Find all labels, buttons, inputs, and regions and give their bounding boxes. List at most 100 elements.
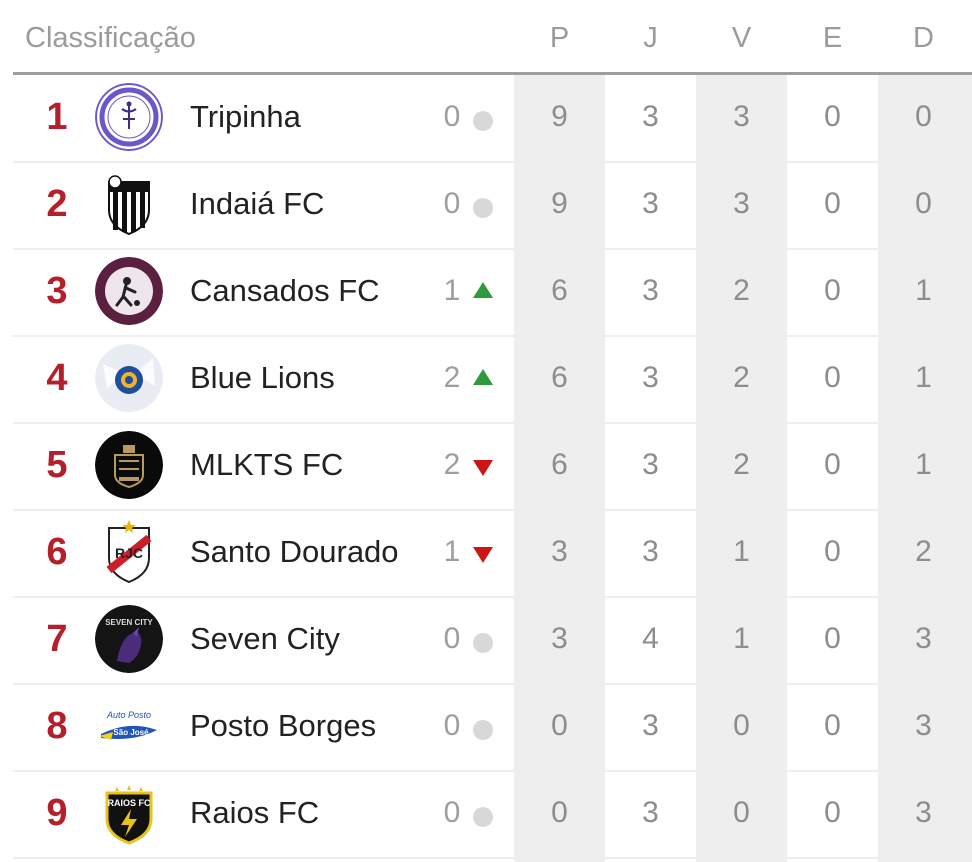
svg-text:RJC: RJC (115, 545, 143, 561)
column-shade-d (878, 74, 972, 862)
position-change-value: 0 (443, 622, 461, 655)
team-name[interactable]: Seven City (190, 621, 340, 656)
stat-v: 1 (733, 535, 750, 568)
team-name[interactable]: Cansados FC (190, 273, 380, 308)
arrow-down-icon (473, 460, 493, 476)
stat-j: 3 (642, 361, 659, 394)
stat-v: 3 (733, 100, 750, 133)
position-number: 2 (46, 183, 68, 225)
stat-d: 1 (915, 274, 932, 307)
no-change-dot-icon (473, 633, 493, 653)
stat-v: 2 (733, 361, 750, 394)
position-change-value: 1 (443, 535, 461, 568)
no-change-dot-icon (473, 720, 493, 740)
table-row[interactable]: 2 Indaiá FC 0 9 3 3 0 0 (13, 161, 972, 250)
column-shade-v (696, 74, 787, 862)
posto-borges-logo: Auto Posto São José (95, 692, 163, 760)
stat-p: 6 (551, 448, 568, 481)
no-change-dot-icon (473, 111, 493, 131)
stat-p: 6 (551, 274, 568, 307)
stat-e: 0 (824, 187, 841, 220)
stat-v: 2 (733, 274, 750, 307)
table-row[interactable]: 1 Tripinha 0 9 3 3 0 0 (13, 74, 972, 163)
indaia-fc-logo (95, 170, 163, 238)
stat-d: 3 (915, 796, 932, 829)
stat-e: 0 (824, 361, 841, 394)
position-number: 4 (46, 357, 68, 399)
header-col-j[interactable]: J (643, 22, 658, 54)
stat-v: 3 (733, 187, 750, 220)
position-change-value: 1 (443, 274, 461, 307)
position-number: 7 (46, 618, 68, 660)
stat-v: 0 (733, 796, 750, 829)
mlkts-fc-logo (95, 431, 163, 499)
stat-p: 3 (551, 622, 568, 655)
header-title: Classificação (25, 22, 196, 54)
team-name[interactable]: Raios FC (190, 795, 320, 830)
table-row[interactable]: 7 SEVEN CITY Seven City 0 3 4 1 0 3 (13, 596, 972, 685)
stat-e: 0 (824, 448, 841, 481)
position-change-value: 0 (443, 796, 461, 829)
position-change-value: 0 (443, 100, 461, 133)
stat-e: 0 (824, 100, 841, 133)
team-name[interactable]: Santo Dourado (190, 534, 399, 569)
stat-j: 3 (642, 274, 659, 307)
raios-fc-logo: RAIOS FC (95, 779, 163, 847)
stat-j: 3 (642, 535, 659, 568)
team-name[interactable]: MLKTS FC (190, 447, 344, 482)
stat-v: 1 (733, 622, 750, 655)
tripinha-logo (95, 83, 163, 151)
stat-d: 0 (915, 100, 932, 133)
arrow-up-icon (473, 369, 493, 385)
arrow-down-icon (473, 547, 493, 563)
svg-text:RAIOS FC: RAIOS FC (107, 798, 151, 808)
stat-e: 0 (824, 796, 841, 829)
stat-d: 3 (915, 622, 932, 655)
table-header: Classificação P J V E D (13, 0, 972, 75)
position-change-value: 0 (443, 187, 461, 220)
stat-d: 0 (915, 187, 932, 220)
position-number: 1 (46, 96, 68, 138)
table-row[interactable]: 9 RAIOS FC Raios FC 0 0 3 0 0 3 (13, 770, 972, 859)
position-change-value: 0 (443, 709, 461, 742)
svg-text:São José: São José (113, 728, 149, 737)
stat-j: 3 (642, 448, 659, 481)
stat-p: 3 (551, 535, 568, 568)
seven-city-logo: SEVEN CITY (95, 605, 163, 673)
table-row[interactable]: 3 Cansados FC 1 6 3 2 0 1 (13, 248, 972, 337)
stat-e: 0 (824, 535, 841, 568)
position-number: 9 (46, 792, 68, 834)
header-col-v[interactable]: V (731, 22, 752, 54)
position-number: 8 (46, 705, 68, 747)
stat-d: 3 (915, 709, 932, 742)
standings-table: Classificação P J V E D 1 Tripinha 0 9 3 3 0 0… (13, 0, 972, 862)
stat-d: 1 (915, 361, 932, 394)
table-row[interactable]: 5 MLKTS FC 2 6 3 2 0 1 (13, 422, 972, 511)
table-row[interactable]: 4 Blue Lions 2 6 3 2 0 1 (13, 335, 972, 424)
header-col-e[interactable]: E (822, 22, 843, 54)
position-number: 6 (46, 531, 68, 573)
stat-e: 0 (824, 274, 841, 307)
santo-dourado-logo: RJC (95, 518, 163, 586)
stat-p: 6 (551, 361, 568, 394)
header-col-p[interactable]: P (549, 22, 570, 54)
team-name[interactable]: Indaiá FC (190, 186, 325, 221)
team-name[interactable]: Blue Lions (190, 360, 335, 395)
header-col-d[interactable]: D (913, 22, 934, 54)
svg-text:SEVEN CITY: SEVEN CITY (105, 618, 153, 627)
stat-v: 0 (733, 709, 750, 742)
stat-v: 2 (733, 448, 750, 481)
stat-d: 1 (915, 448, 932, 481)
team-name[interactable]: Posto Borges (190, 708, 377, 743)
stat-j: 3 (642, 100, 659, 133)
team-name[interactable]: Tripinha (190, 99, 301, 134)
stat-j: 3 (642, 709, 659, 742)
table-row[interactable]: 6 RJC Santo Dourado 1 3 3 1 0 2 (13, 509, 972, 598)
stat-j: 4 (642, 622, 659, 655)
table-row[interactable]: 8 Auto Posto São José Posto Borges 0 0 3 0 0 3 (13, 683, 972, 772)
no-change-dot-icon (473, 807, 493, 827)
cansados-fc-logo (95, 257, 163, 325)
column-shade-p (514, 74, 605, 862)
stat-p: 0 (551, 709, 568, 742)
stat-p: 9 (551, 100, 568, 133)
